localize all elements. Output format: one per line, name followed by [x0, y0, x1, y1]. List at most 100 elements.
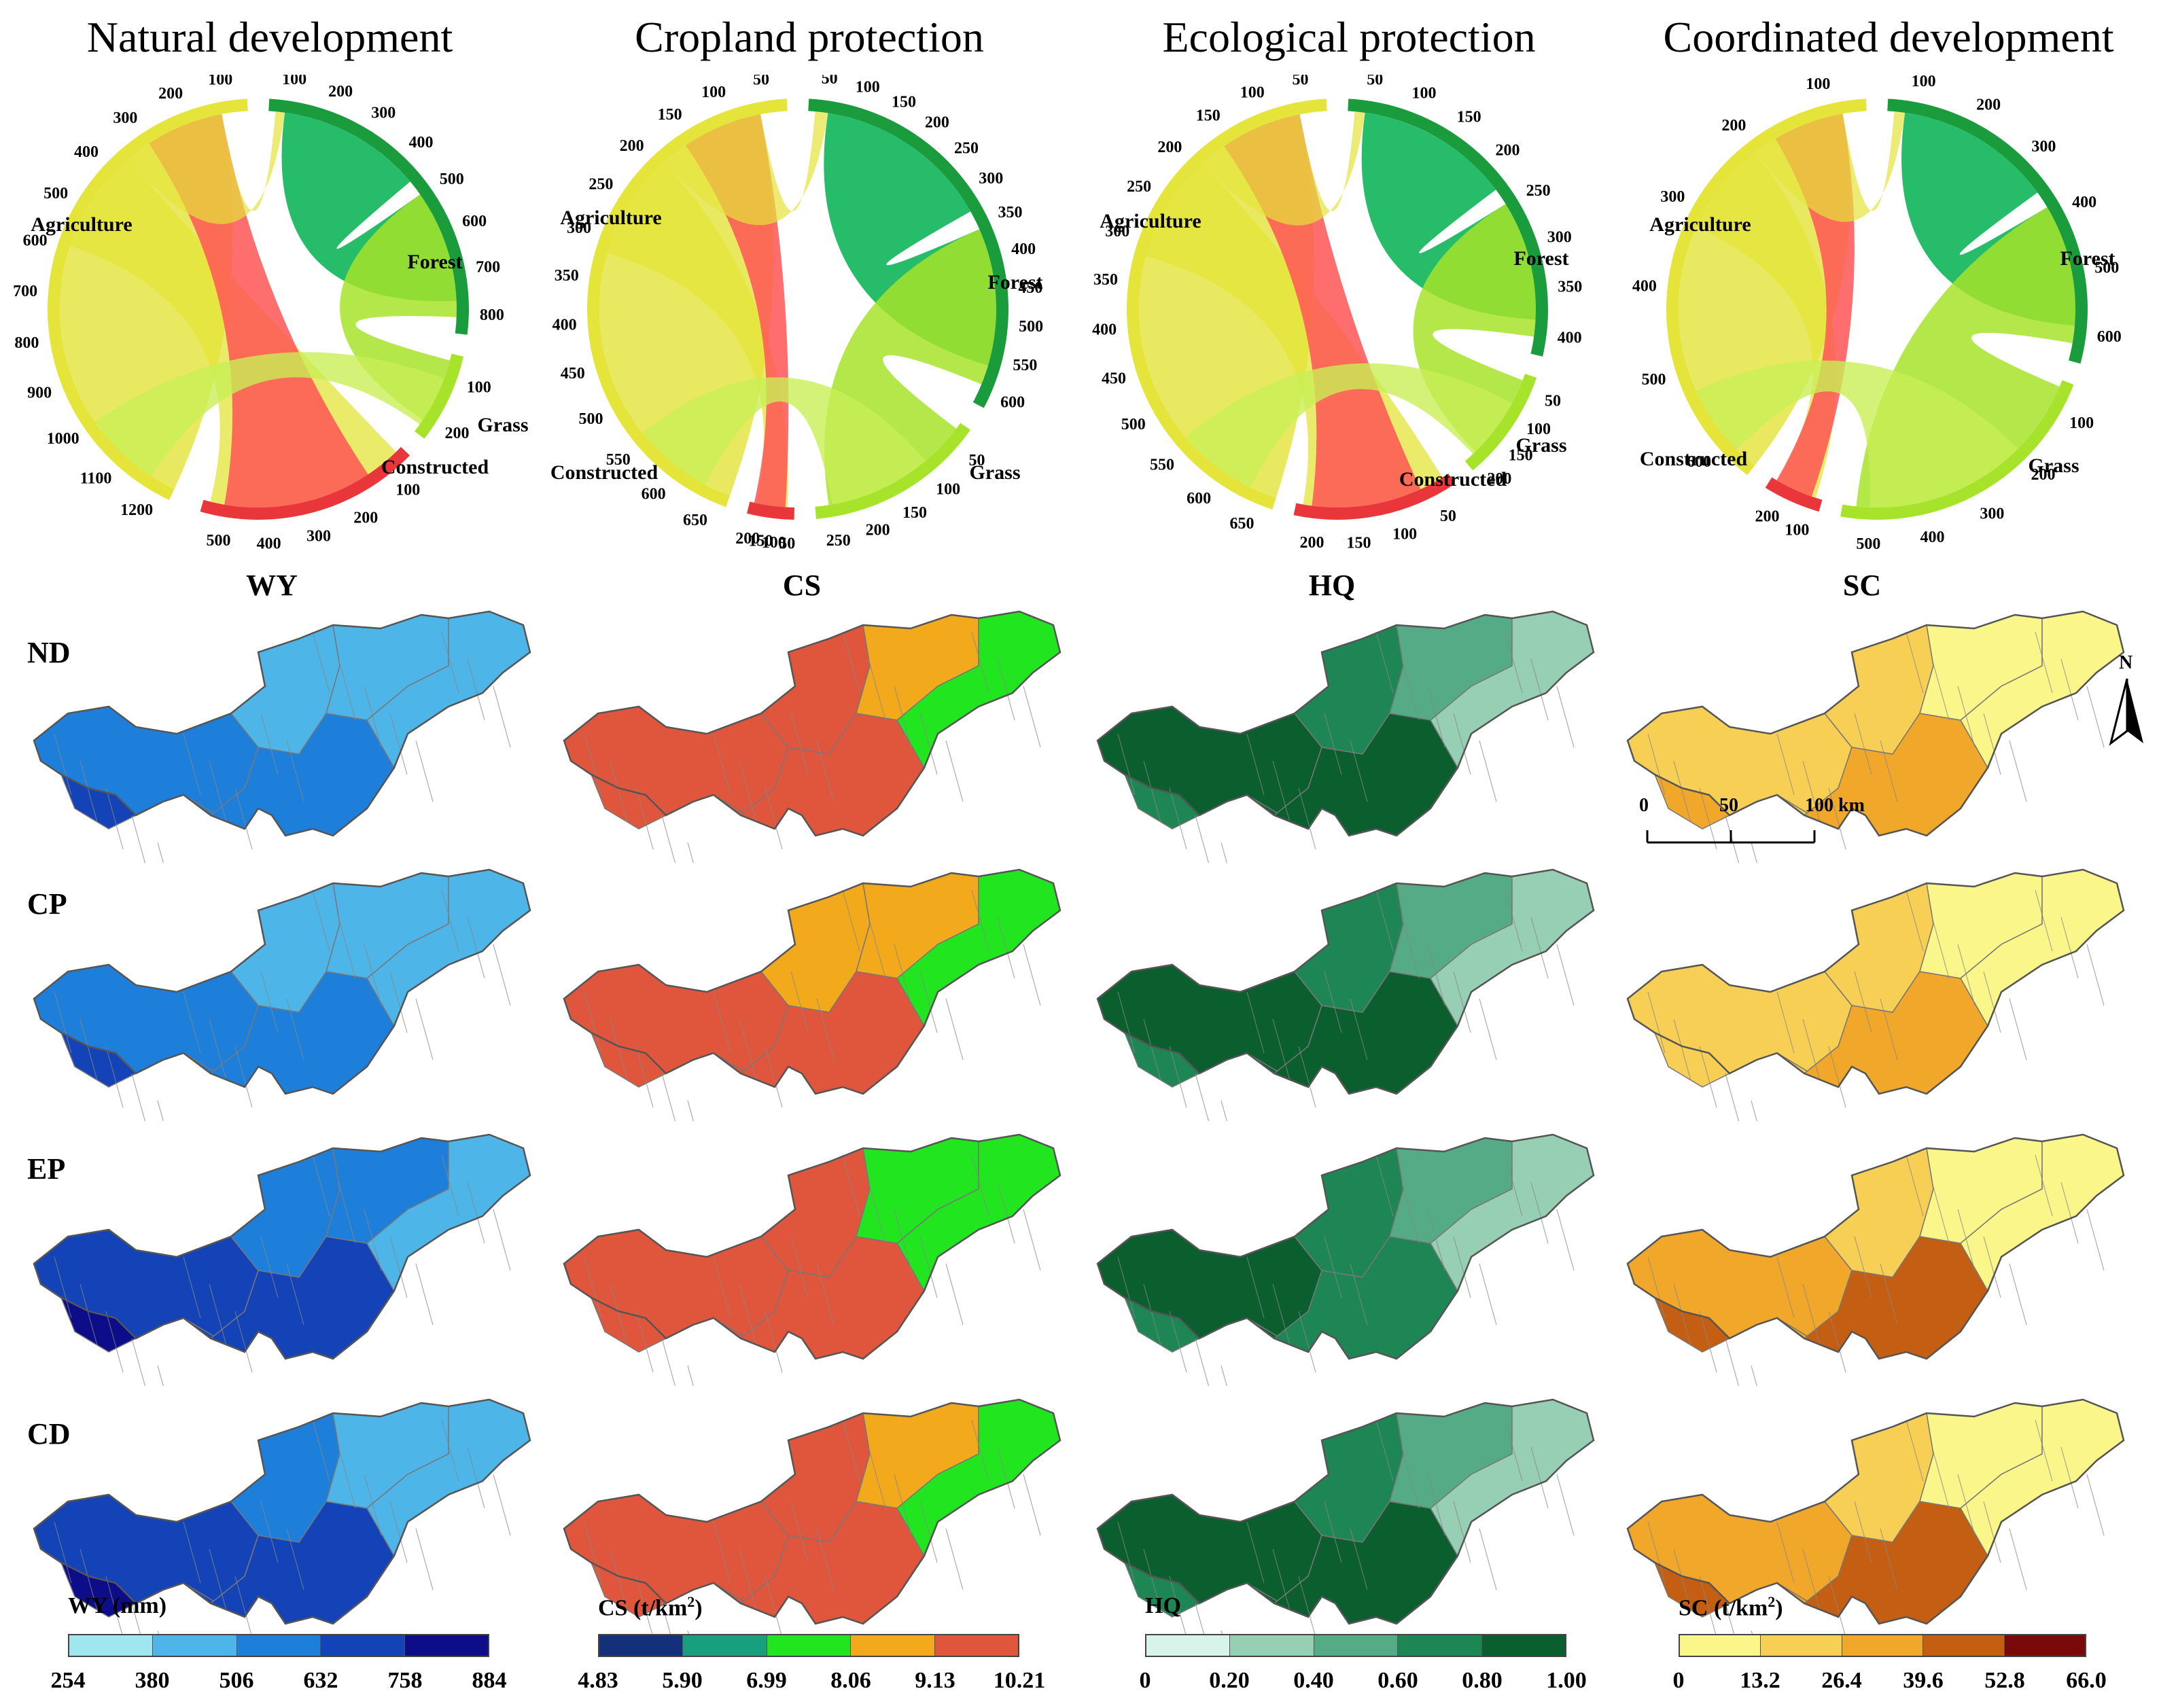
legend-title-wy: WY (mm): [68, 1593, 166, 1619]
scale-label-0: 0: [1639, 795, 1649, 816]
legend-colorbar-wy: [68, 1634, 489, 1657]
legend-tick-label: 13.2: [1740, 1668, 1780, 1693]
map-hq-ep: [1077, 1128, 1607, 1427]
chord-tick-label: 100: [1392, 525, 1417, 543]
chord-arc-grass: [815, 423, 970, 519]
chord-tick-label: 200: [2031, 466, 2056, 484]
chord-tick-label: 400: [74, 143, 99, 161]
chord-tick-label: 50: [822, 75, 838, 88]
legend-tick-label: 10.21: [993, 1668, 1046, 1693]
legend-title-superscript: 2: [1768, 1593, 1776, 1610]
chord-ribbon: [94, 352, 444, 476]
chord-tick-label: 300: [1660, 188, 1685, 206]
chord-diagram-cd: 600 500 400 300 200 100 Agriculture 100 200 300 40…: [1619, 73, 2158, 554]
chord-tick-label: 50: [779, 535, 795, 550]
chord-tick-label: 100: [856, 79, 880, 96]
chord-tick-label: 50: [1293, 75, 1309, 88]
chord-tick-label: 100: [1411, 84, 1436, 102]
map-subbasin: [33, 964, 259, 1074]
column-heading-sc: SC: [1842, 569, 1882, 602]
chord-tick-label: 50: [753, 75, 769, 88]
chord-ribbon: [1202, 111, 1365, 226]
chord-tick-label: 500: [1019, 318, 1043, 336]
chord-tick-label: 100: [1240, 84, 1265, 102]
map-subbasin: [1097, 1229, 1322, 1339]
legend-color-class: [599, 1635, 684, 1656]
chord-ribbon: [664, 111, 828, 226]
legend-color-class: [321, 1635, 405, 1656]
chord-tick-label: 100: [208, 75, 232, 89]
map-hq-cd: [1077, 1393, 1607, 1692]
chord-title-cd: Coordinated development: [1663, 13, 2114, 61]
legend-color-class: [1761, 1635, 1842, 1656]
chord-tick-label: 200: [328, 83, 353, 101]
chord-tick-label: 100: [1785, 521, 1809, 539]
chord-tick-label: 300: [1980, 505, 2004, 522]
legend-color-class: [1398, 1635, 1482, 1656]
chord-tick-label: 300: [1105, 223, 1129, 241]
chord-tick-label: 550: [606, 451, 631, 469]
legend-title-text: WY (mm): [68, 1593, 167, 1618]
chord-tick-label: 200: [866, 521, 890, 539]
chord-ribbon: [1185, 363, 1513, 488]
chord-tick-label: 500: [1641, 371, 1666, 389]
chord-tick-label: 100: [396, 481, 420, 499]
map-subbasin: [563, 964, 789, 1074]
chord-tick-label: 200: [1721, 117, 1746, 135]
chord-tick-label: 650: [1229, 515, 1254, 533]
chord-tick-label: 600: [1000, 394, 1025, 412]
map-subbasin: [563, 1229, 789, 1339]
map-cs-cp: [544, 863, 1074, 1162]
chord-ribbon: [1755, 111, 1906, 222]
chord-diagram-cp: 650 600 550 500 450 400 350 300 250 200 150 100 50 Ag…: [540, 70, 1079, 554]
column-heading-hq: HQ: [1308, 569, 1356, 602]
chord-tick-label: 400: [552, 316, 577, 334]
legend-title-superscript: 2: [687, 1593, 695, 1610]
north-arrow-icon: N: [2107, 652, 2147, 747]
legend-title-cs: CS (t/km2): [598, 1593, 703, 1621]
chord-tick-label: 200: [1487, 470, 1511, 488]
legend-color-class: [236, 1635, 321, 1656]
legend-color-class: [153, 1635, 237, 1656]
row-heading-ep: EP: [27, 1152, 66, 1186]
legend-color-class: [69, 1635, 154, 1656]
chord-category-label-agriculture: Agriculture: [1100, 210, 1201, 232]
map-wy-cp: [14, 863, 544, 1162]
chord-tick-label: 250: [589, 175, 613, 193]
chord-tick-label: 1100: [80, 469, 112, 487]
legend-tick-label: 0.40: [1293, 1668, 1334, 1693]
chord-category-label-forest: Forest: [407, 251, 462, 273]
map-wy-cd: [14, 1393, 544, 1692]
chord-tick-label: 800: [480, 306, 504, 324]
chord-tick-label: 100: [467, 378, 491, 396]
chord-tick-label: 200: [1496, 141, 1520, 159]
legend-tick-label: 6.99: [746, 1668, 787, 1693]
chord-category-label-agriculture: Agriculture: [560, 207, 661, 229]
chord-tick-label: 500: [440, 171, 464, 188]
chord-tick-label: 50: [1367, 75, 1383, 88]
chord-title-cp: Cropland protection: [635, 13, 984, 61]
legend-tick-label: 884: [472, 1668, 507, 1693]
chord-tick-label: 300: [306, 527, 331, 545]
legend-tick-label: 4.83: [578, 1668, 618, 1693]
legend-tick-label: 26.4: [1821, 1668, 1862, 1693]
chord-tick-label: 250: [826, 532, 851, 550]
map-subbasin: [1097, 706, 1322, 816]
legend-tick-label: 52.8: [1984, 1668, 2025, 1693]
legend-color-class: [1680, 1635, 1761, 1656]
legend-color-class: [404, 1635, 489, 1656]
chord-tick-label: 500: [579, 410, 603, 428]
chord-tick-label: 400: [1011, 241, 1036, 258]
map-subbasin: [1097, 964, 1322, 1074]
legend-tick-label: 0: [1139, 1668, 1151, 1693]
legend-tick-label: 758: [387, 1668, 423, 1693]
legend-title-end: ): [1775, 1595, 1783, 1621]
chord-arc-constructed: [200, 446, 410, 520]
chord-tick-label: 200: [1755, 508, 1780, 526]
scale-label-100: 100 km: [1805, 795, 1865, 816]
chord-tick-label: 400: [409, 134, 434, 152]
chord-tick-label: 200: [353, 509, 378, 527]
map-subbasin: [33, 1229, 259, 1339]
legend-ticks-cs: 4.83 5.90 6.99 8.06 9.13 10.21: [578, 1668, 1045, 1695]
chord-tick-label: 150: [1509, 447, 1533, 465]
